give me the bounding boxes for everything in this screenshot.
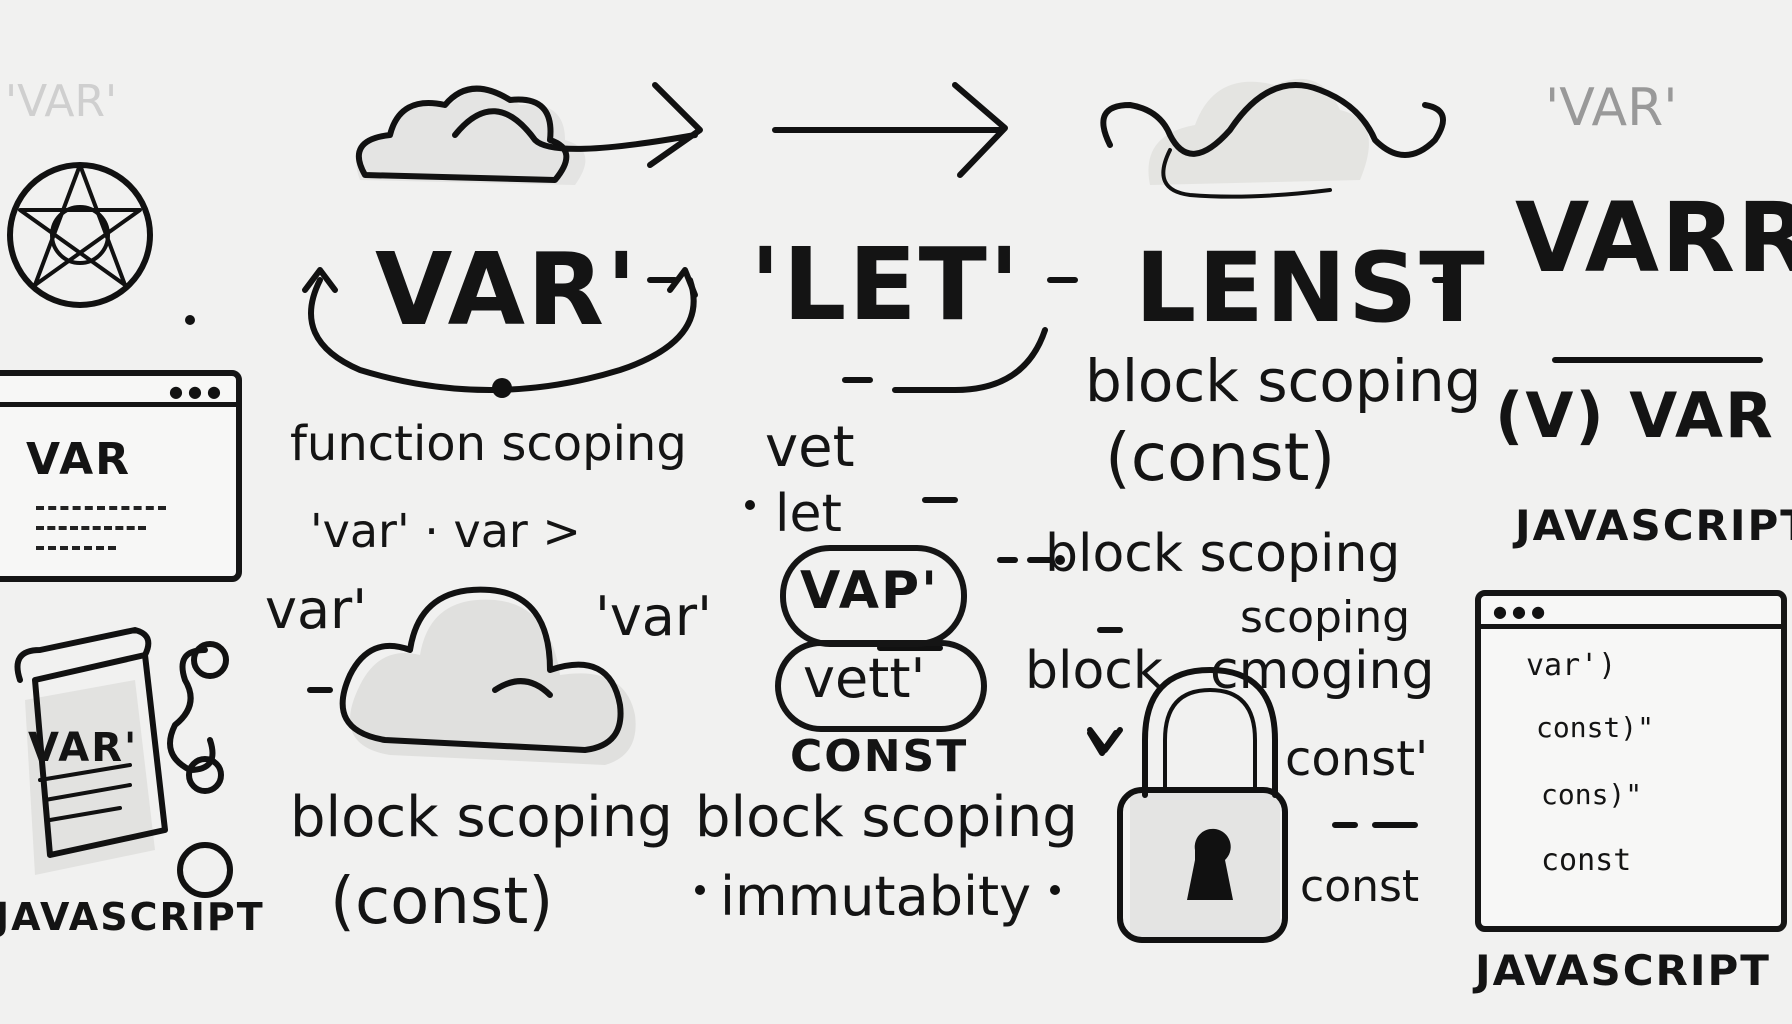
var-right-label: 'var': [595, 585, 712, 648]
left-code-window: ● ● ● VAR: [0, 370, 242, 582]
const-right-1: const': [1285, 731, 1429, 787]
star-orbit-icon: [7, 162, 153, 308]
curved-arrow-icon: [308, 277, 697, 393]
let-label: let: [775, 484, 842, 544]
block-scoping-top: block scoping: [1085, 347, 1482, 415]
function-scoping-label: function scoping: [290, 416, 687, 472]
document-scroll-icon: [14, 627, 168, 875]
block-scoping-label: block scoping: [695, 785, 1078, 850]
right-code-window: ● ● ● var') const)" cons)" const: [1475, 590, 1787, 932]
faint-var-left: 'VAR': [5, 76, 118, 127]
headline-var: VAR': [375, 231, 639, 348]
headline-lenst: LENST: [1135, 232, 1487, 344]
const-paren-right: (const): [1105, 419, 1336, 496]
code-line: var'): [1526, 648, 1617, 683]
javascript-top: JAVASCRIPT: [1515, 501, 1792, 550]
headline-varr: VARR: [1515, 182, 1792, 294]
arrow-right-icon: [772, 82, 1008, 178]
lock-icon: [1117, 667, 1288, 943]
const-label: CONST: [790, 731, 969, 782]
code-line: const: [1541, 843, 1632, 878]
code-line: const)": [1536, 711, 1655, 744]
scroll-label: VAR': [28, 725, 139, 771]
scoping-label: scoping: [1240, 592, 1411, 643]
const-right-2: const: [1300, 861, 1420, 912]
cloud-icon: [355, 85, 586, 185]
cloud-icon: [339, 586, 636, 765]
var-left-label: var': [265, 578, 368, 641]
cloud-icon: [1100, 78, 1446, 199]
const-paren-label: (const): [330, 865, 554, 939]
vet-label: vet: [765, 415, 855, 480]
left-panel-title: VAR: [26, 434, 131, 485]
vett-pill: [775, 640, 987, 732]
code-line: cons)": [1541, 778, 1643, 811]
block-scoping-mid: block scoping: [1045, 524, 1401, 584]
curved-arrow-icon: [892, 327, 1048, 393]
faint-var-right: 'VAR': [1545, 78, 1678, 138]
block-label: block: [1025, 641, 1163, 701]
immutabity-label: immutabity: [720, 865, 1032, 928]
cmoging-label: cmoging: [1210, 641, 1435, 701]
arrow-right-icon: [452, 82, 703, 168]
check-circle-icon: [177, 842, 233, 898]
block-scoping-label: block scoping: [290, 785, 673, 850]
v-var-label: (V) VAR: [1495, 379, 1775, 452]
javascript-left: JAVASCRIPT: [0, 895, 265, 939]
vap-pill-label: VAP': [800, 561, 939, 621]
var-quote-var: 'var' · var >: [310, 504, 581, 558]
paperclip-icon: [167, 647, 216, 773]
vett-pill-label: vett': [803, 647, 926, 710]
dot-icon: [492, 378, 512, 398]
javascript-bottom: JAVASCRIPT: [1475, 946, 1771, 995]
headline-let: 'LET': [750, 226, 1022, 343]
